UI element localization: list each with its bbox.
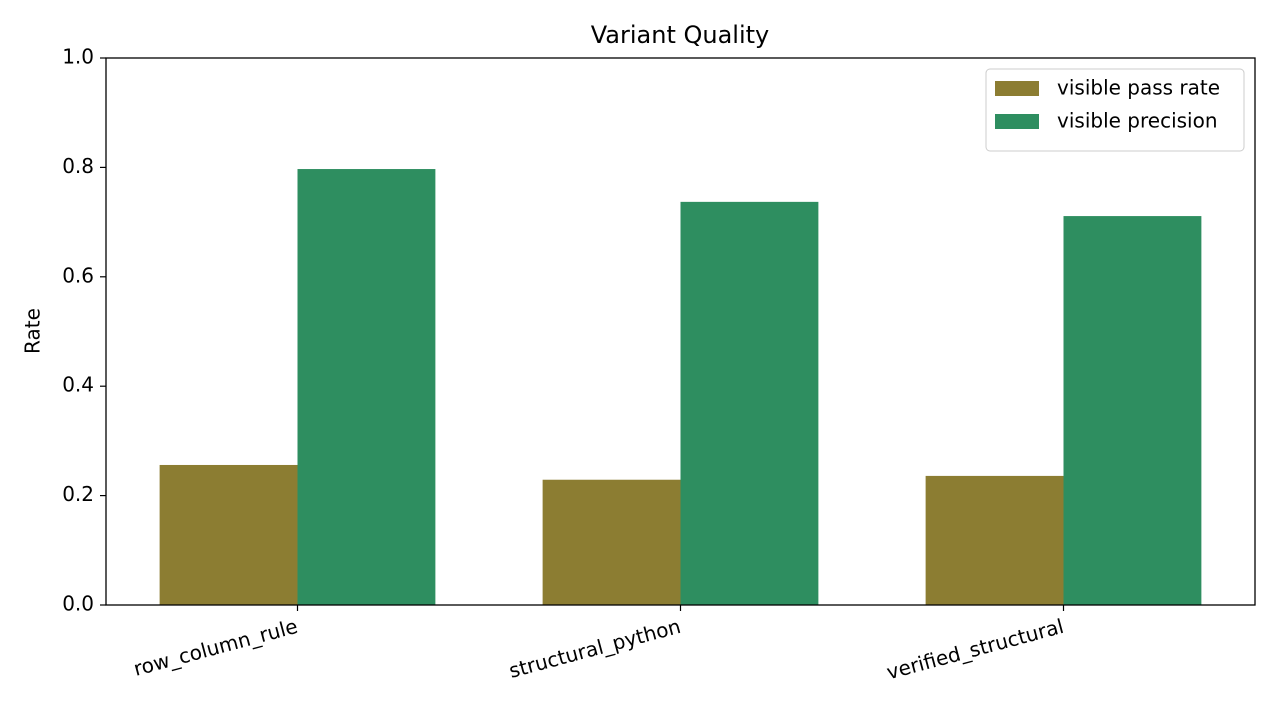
x-tick-label: verified_structural — [884, 614, 1066, 684]
plot-frame — [105, 57, 1256, 606]
y-tick-label: 0.0 — [62, 592, 94, 616]
chart-title: Variant Quality — [591, 21, 770, 49]
bar — [297, 169, 436, 605]
legend-swatch — [995, 81, 1039, 96]
legend-box — [985, 68, 1245, 152]
bar — [925, 475, 1064, 605]
y-tick-label: 0.4 — [62, 373, 94, 397]
y-tick-label: 1.0 — [62, 45, 94, 69]
bar — [159, 464, 298, 605]
legend-label: visible precision — [1057, 109, 1218, 133]
y-tick-label: 0.8 — [62, 154, 94, 178]
x-tick-label: row_column_rule — [131, 614, 300, 681]
y-axis-label: Rate — [21, 308, 45, 354]
bar — [680, 201, 819, 605]
legend-swatch — [995, 114, 1039, 129]
y-tick-label: 0.2 — [62, 482, 94, 506]
legend-label: visible pass rate — [1057, 76, 1220, 100]
x-tick-label: structural_python — [506, 614, 683, 683]
bar — [1063, 216, 1202, 605]
bar — [542, 479, 681, 605]
y-tick-label: 0.6 — [62, 263, 94, 287]
